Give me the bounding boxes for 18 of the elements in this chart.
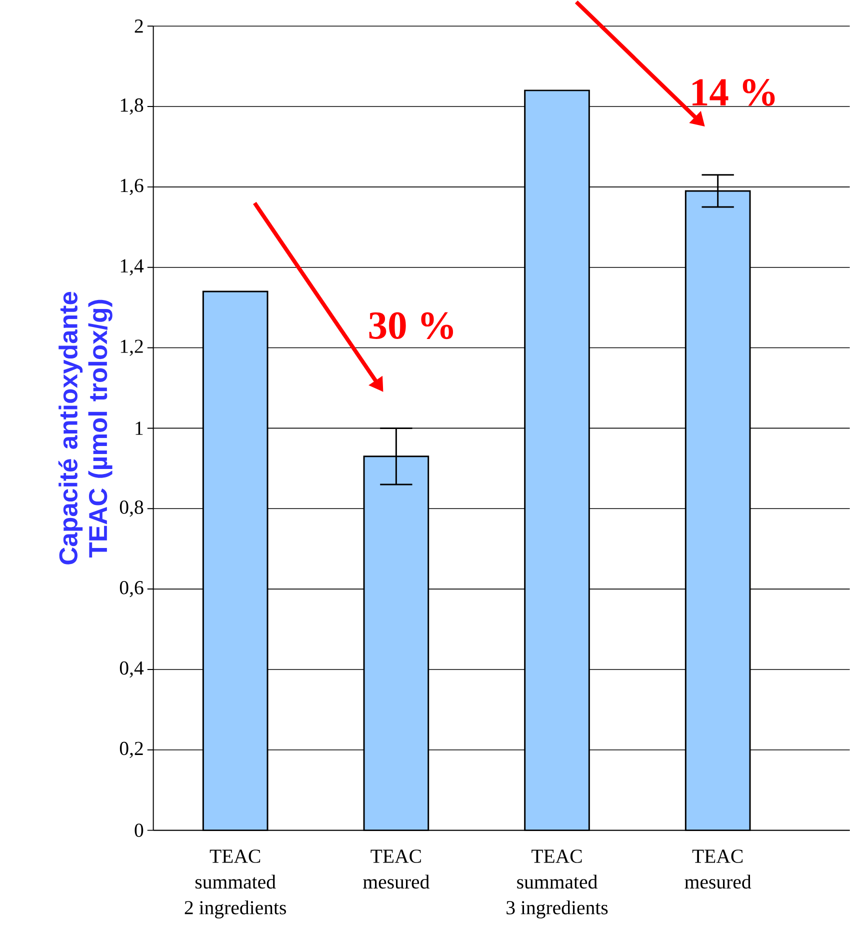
annotation: 30 % bbox=[369, 312, 453, 340]
y-tick-label: 1 bbox=[136, 422, 143, 435]
y-tick-label: 0,4 bbox=[120, 661, 144, 678]
x-tick-label: TEAC summated 3 ingredients bbox=[506, 850, 608, 918]
y-tick-label: 2 bbox=[134, 20, 143, 33]
x-tick-label: TEAC mesured bbox=[362, 850, 430, 889]
y-tick-label: 1,6 bbox=[120, 178, 144, 196]
y-tick-label: 0 bbox=[134, 824, 144, 837]
y-tick-label: 1,2 bbox=[120, 340, 143, 356]
annotation: 14 % bbox=[692, 79, 775, 106]
y-axis-title: Capacité antioxydante TEAC (µmol trolox/g) bbox=[58, 292, 112, 564]
y-tick-label: 0,8 bbox=[120, 500, 144, 517]
y-tick-label: 0,2 bbox=[120, 742, 143, 758]
x-tick-label: TEAC mesured bbox=[684, 850, 752, 889]
y-tick-label: 1,8 bbox=[120, 98, 144, 115]
y-tick-label: 0,6 bbox=[120, 580, 144, 598]
y-tick-label: 1,4 bbox=[120, 259, 144, 276]
x-tick-label: TEAC summated 2 ingredients bbox=[184, 850, 286, 918]
